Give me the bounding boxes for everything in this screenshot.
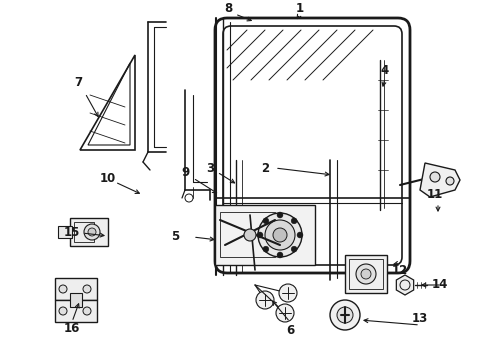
Circle shape bbox=[330, 300, 360, 330]
Circle shape bbox=[273, 228, 287, 242]
Text: 1: 1 bbox=[296, 1, 304, 14]
Circle shape bbox=[276, 304, 294, 322]
Circle shape bbox=[356, 264, 376, 284]
Circle shape bbox=[265, 220, 295, 250]
Bar bbox=[70, 293, 82, 307]
Text: 10: 10 bbox=[100, 171, 116, 184]
Bar bbox=[58, 226, 72, 238]
Text: 13: 13 bbox=[412, 311, 428, 324]
Text: 2: 2 bbox=[261, 162, 269, 175]
Bar bbox=[220, 212, 275, 257]
Text: 12: 12 bbox=[392, 264, 408, 276]
Circle shape bbox=[59, 285, 67, 293]
Circle shape bbox=[244, 229, 256, 241]
Circle shape bbox=[258, 213, 302, 257]
Polygon shape bbox=[420, 163, 460, 197]
Circle shape bbox=[446, 177, 454, 185]
Text: 16: 16 bbox=[64, 321, 80, 334]
Bar bbox=[345, 255, 387, 293]
Bar bbox=[349, 259, 383, 289]
Circle shape bbox=[337, 307, 353, 323]
Circle shape bbox=[430, 172, 440, 182]
Polygon shape bbox=[396, 275, 414, 295]
Circle shape bbox=[297, 232, 303, 238]
Circle shape bbox=[279, 284, 297, 302]
Text: 8: 8 bbox=[224, 1, 232, 14]
Circle shape bbox=[277, 212, 283, 218]
Text: 6: 6 bbox=[286, 324, 294, 337]
Text: 9: 9 bbox=[181, 166, 189, 180]
Text: 11: 11 bbox=[427, 189, 443, 202]
Bar bbox=[55, 300, 97, 322]
Circle shape bbox=[291, 246, 297, 252]
Bar bbox=[74, 222, 94, 242]
Text: 7: 7 bbox=[74, 77, 82, 90]
Circle shape bbox=[263, 218, 269, 224]
Circle shape bbox=[83, 285, 91, 293]
Circle shape bbox=[263, 246, 269, 252]
Circle shape bbox=[361, 269, 371, 279]
Circle shape bbox=[257, 232, 263, 238]
Text: 5: 5 bbox=[171, 230, 179, 243]
Circle shape bbox=[291, 218, 297, 224]
Circle shape bbox=[59, 307, 67, 315]
Circle shape bbox=[71, 295, 81, 305]
Circle shape bbox=[88, 228, 96, 236]
Bar bbox=[55, 278, 97, 300]
Text: 4: 4 bbox=[381, 63, 389, 77]
Text: 14: 14 bbox=[432, 279, 448, 292]
Bar bbox=[215, 205, 315, 265]
Circle shape bbox=[84, 224, 100, 240]
Circle shape bbox=[83, 307, 91, 315]
Text: 3: 3 bbox=[206, 162, 214, 175]
Bar bbox=[70, 218, 108, 246]
Circle shape bbox=[256, 291, 274, 309]
Text: 15: 15 bbox=[64, 226, 80, 239]
Circle shape bbox=[277, 252, 283, 258]
